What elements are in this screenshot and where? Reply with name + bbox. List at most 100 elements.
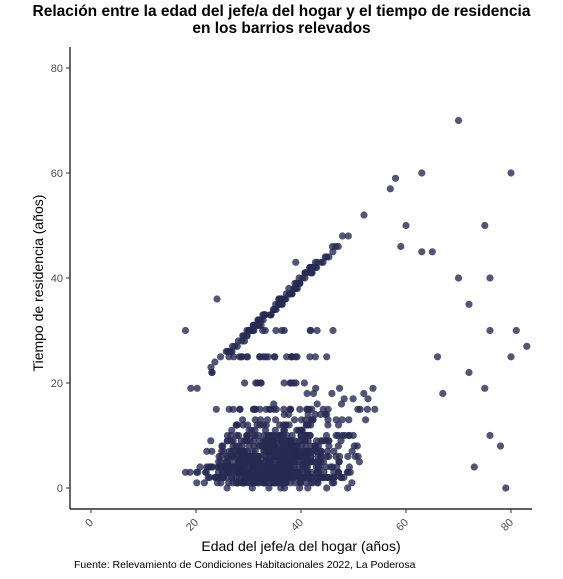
data-point [275, 295, 283, 303]
data-point [323, 484, 331, 492]
data-point [243, 326, 251, 335]
data-point [311, 353, 319, 361]
data-point [334, 421, 343, 429]
data-point [301, 437, 309, 445]
data-point [271, 305, 279, 314]
data-point [234, 479, 242, 487]
data-point [433, 353, 442, 361]
data-point [225, 479, 233, 487]
data-point [267, 311, 275, 319]
y-tick-label: 40 [51, 273, 63, 285]
data-point [308, 479, 317, 487]
data-point [496, 442, 505, 450]
data-point [418, 248, 426, 256]
data-point [269, 479, 277, 487]
data-point [328, 242, 337, 251]
data-point [257, 316, 265, 324]
data-point [252, 379, 260, 387]
data-point [251, 416, 259, 424]
data-point [309, 263, 317, 272]
x-tick-label: 80 [499, 517, 516, 534]
data-point [335, 458, 343, 466]
data-point [244, 463, 252, 471]
data-point [341, 431, 349, 440]
data-point [215, 452, 223, 461]
data-point [324, 473, 332, 482]
data-point [200, 479, 208, 487]
data-point [321, 253, 329, 261]
data-point [348, 479, 356, 487]
data-point [211, 358, 219, 366]
data-point [253, 458, 262, 466]
data-point [249, 326, 257, 335]
data-point [290, 416, 299, 424]
data-point [313, 473, 321, 482]
data-point [371, 405, 379, 413]
data-point [232, 468, 241, 476]
data-point [243, 353, 251, 361]
data-point [313, 479, 322, 487]
data-point [265, 447, 274, 455]
data-point [251, 405, 259, 413]
data-point [362, 416, 370, 424]
data-point [244, 421, 252, 429]
data-point [236, 463, 244, 471]
data-point [238, 442, 246, 450]
data-point [208, 447, 216, 455]
data-point [343, 468, 351, 476]
data-point [235, 353, 244, 361]
data-point [256, 442, 264, 450]
data-point [248, 452, 256, 461]
data-point [340, 395, 348, 403]
data-point [344, 452, 352, 461]
data-point [360, 211, 368, 219]
data-point [481, 221, 489, 230]
data-point [285, 410, 293, 419]
x-tick-label: 60 [394, 517, 411, 534]
data-point [214, 473, 222, 482]
data-point [212, 405, 220, 413]
data-point [454, 274, 463, 282]
data-point [243, 437, 251, 445]
data-point [257, 379, 265, 387]
x-axis-label: Edad del jefe/a del hogar (años) [201, 538, 400, 554]
data-point [278, 326, 286, 335]
data-point [337, 437, 345, 445]
data-point [300, 468, 309, 476]
data-point [196, 463, 204, 471]
data-point [296, 405, 304, 413]
data-point [313, 326, 321, 335]
data-point [236, 405, 244, 413]
data-point [288, 353, 296, 361]
data-point [262, 405, 270, 413]
data-point [256, 421, 264, 429]
data-point [280, 405, 288, 413]
data-point [306, 326, 314, 335]
chart-title-line2: en los barrios relevados [192, 20, 371, 37]
data-point [329, 326, 337, 335]
data-point [332, 431, 340, 440]
data-point [301, 269, 309, 277]
data-point [324, 421, 332, 429]
y-tick-label: 60 [51, 168, 63, 180]
data-point [418, 169, 426, 177]
data-point [297, 416, 306, 424]
data-point [439, 389, 447, 398]
data-point [402, 221, 410, 230]
data-point [228, 473, 236, 482]
data-point [302, 452, 310, 461]
data-point [272, 405, 280, 413]
data-point [254, 452, 262, 461]
data-point [267, 458, 275, 466]
data-point [465, 368, 473, 377]
y-axis-label: Tiempo de residencia (años) [30, 195, 46, 372]
data-point [272, 326, 280, 335]
data-point [293, 353, 301, 361]
data-point [251, 426, 259, 434]
data-point [486, 326, 494, 335]
data-point [338, 232, 347, 240]
data-point [274, 300, 282, 308]
data-point [338, 416, 346, 424]
data-point [321, 410, 329, 419]
data-point [292, 258, 300, 266]
